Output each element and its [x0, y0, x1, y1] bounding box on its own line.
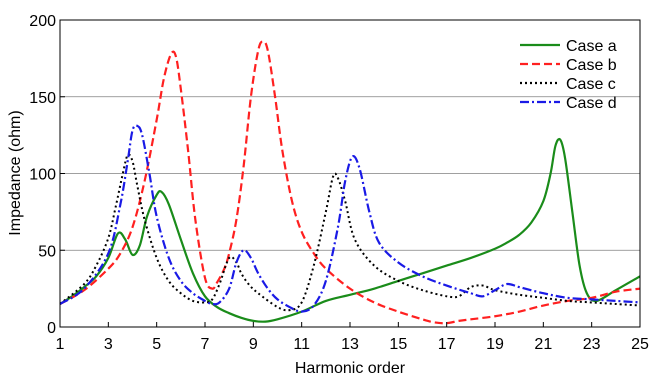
- series-line-case-b: [59, 40, 641, 325]
- legend: Case a Case b Case c Case d: [520, 38, 617, 112]
- legend-label-case-b: Case b: [566, 57, 617, 74]
- x-tick-label: 23: [583, 336, 601, 353]
- y-axis-label: Impedance (ohm): [7, 110, 24, 235]
- x-tick-label: 11: [293, 336, 310, 353]
- legend-label-case-a: Case a: [566, 38, 617, 55]
- x-tick-label: 15: [389, 336, 407, 353]
- x-tick-label: 9: [249, 336, 258, 353]
- y-tick-label: 100: [29, 167, 56, 184]
- x-tick-label: 17: [438, 336, 456, 353]
- x-axis-label: Harmonic order: [295, 360, 406, 376]
- grid-layer: [60, 96, 640, 251]
- x-tick-label: 21: [534, 336, 552, 353]
- series-line-case-c: [59, 153, 641, 312]
- legend-label-case-c: Case c: [566, 76, 616, 93]
- legend-label-case-d: Case d: [566, 95, 617, 112]
- y-tick-label: 0: [47, 320, 56, 337]
- x-tick-label: 25: [631, 336, 649, 353]
- series-line-case-d: [59, 124, 641, 313]
- y-tick-labels: 0 50 100 150 200: [29, 13, 65, 337]
- y-tick-label: 150: [29, 90, 56, 107]
- x-tick-label: 7: [201, 336, 210, 353]
- x-tick-labels: 1 3 5 7 9 11 13 15 17 19 21 23 25: [56, 322, 649, 353]
- y-tick-label: 50: [38, 243, 56, 260]
- x-tick-label: 1: [56, 336, 65, 353]
- x-tick-label: 19: [486, 336, 504, 353]
- x-tick-label: 3: [104, 336, 113, 353]
- x-tick-label: 5: [152, 336, 161, 353]
- x-tick-label: 13: [341, 336, 359, 353]
- y-tick-label: 200: [29, 13, 56, 30]
- series-layer: [59, 40, 641, 325]
